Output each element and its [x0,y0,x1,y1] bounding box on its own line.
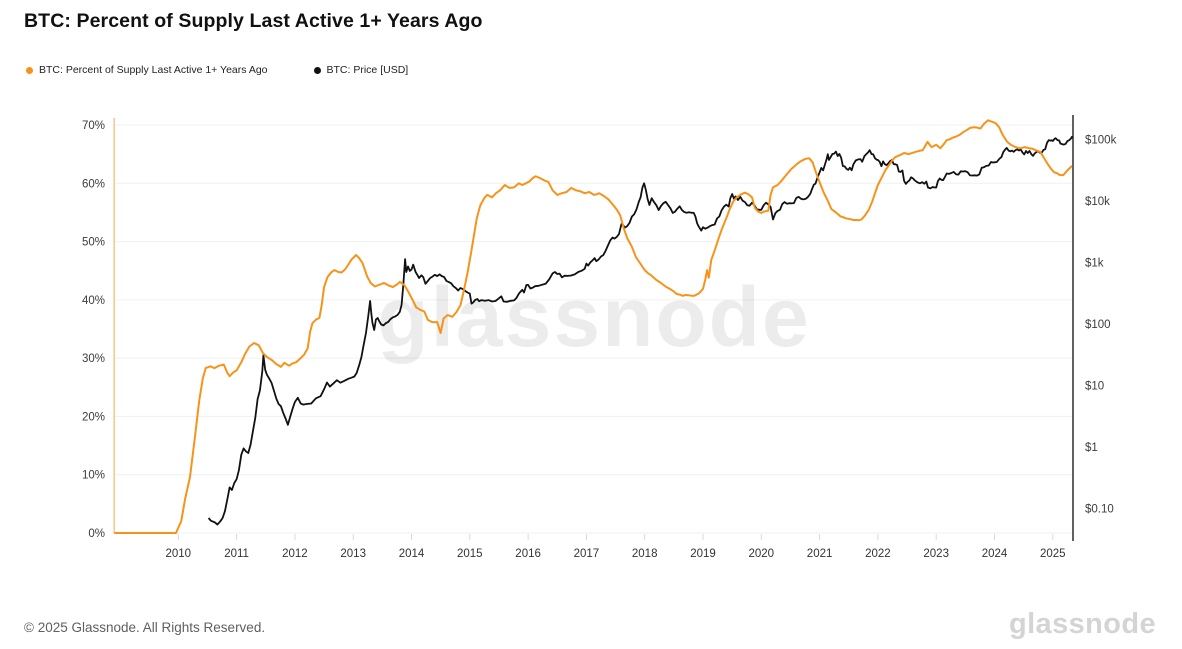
y-right-tick-label: $1 [1085,442,1098,454]
y-left-tick-label: 20% [82,411,105,423]
x-tick-label: 2017 [574,548,600,560]
x-tick-label: 2014 [399,548,425,560]
brand-wordmark: glassnode [1008,608,1156,640]
x-tick-label: 2021 [807,548,833,560]
watermark-text: glassnode [377,270,810,364]
legend-item-price[interactable]: BTC: Price [USD] [313,64,409,76]
x-tick-label: 2010 [166,548,192,560]
x-tick-label: 2012 [282,548,308,560]
x-tick-label: 2022 [865,548,891,560]
x-tick-label: 2015 [457,548,483,560]
y-left-tick-label: 10% [82,470,105,482]
x-tick-label: 2018 [632,548,658,560]
legend-label-price: BTC: Price [USD] [326,64,409,76]
x-tick-label: 2023 [923,548,949,560]
y-right-tick-label: $1k [1085,258,1104,270]
x-tick-label: 2016 [515,548,541,560]
price-series-line [207,135,1073,526]
y-left-tick-label: 30% [82,353,105,365]
y-right-tick-label: $100k [1085,135,1117,147]
x-tick-label: 2013 [340,548,366,560]
copyright-text: © 2025 Glassnode. All Rights Reserved. [24,620,266,635]
x-tick-label: 2019 [690,548,716,560]
x-tick-label: 2024 [982,548,1008,560]
y-right-tick-label: $10k [1085,196,1110,208]
legend-item-supply[interactable]: BTC: Percent of Supply Last Active 1+ Ye… [26,64,268,76]
y-left-tick-label: 70% [82,120,105,132]
legend: BTC: Percent of Supply Last Active 1+ Ye… [26,64,408,76]
y-left-tick-label: 50% [82,237,105,249]
y-right-tick-label: $100 [1085,319,1111,331]
price-series-marker-icon [313,66,321,74]
y-left-tick-label: 0% [88,528,105,540]
x-tick-label: 2011 [224,548,249,560]
y-left-tick-label: 60% [82,178,105,190]
supply-series-marker-icon [26,66,33,74]
supply-series-line [114,119,1073,534]
y-right-tick-label: $10 [1085,381,1104,393]
x-tick-label: 2025 [1040,548,1066,560]
y-left-tick-label: 40% [82,295,105,307]
x-tick-label: 2020 [749,548,775,560]
page-title: BTC: Percent of Supply Last Active 1+ Ye… [24,10,483,32]
legend-label-supply: BTC: Percent of Supply Last Active 1+ Ye… [39,64,268,76]
y-right-tick-label: $0.10 [1085,504,1114,516]
